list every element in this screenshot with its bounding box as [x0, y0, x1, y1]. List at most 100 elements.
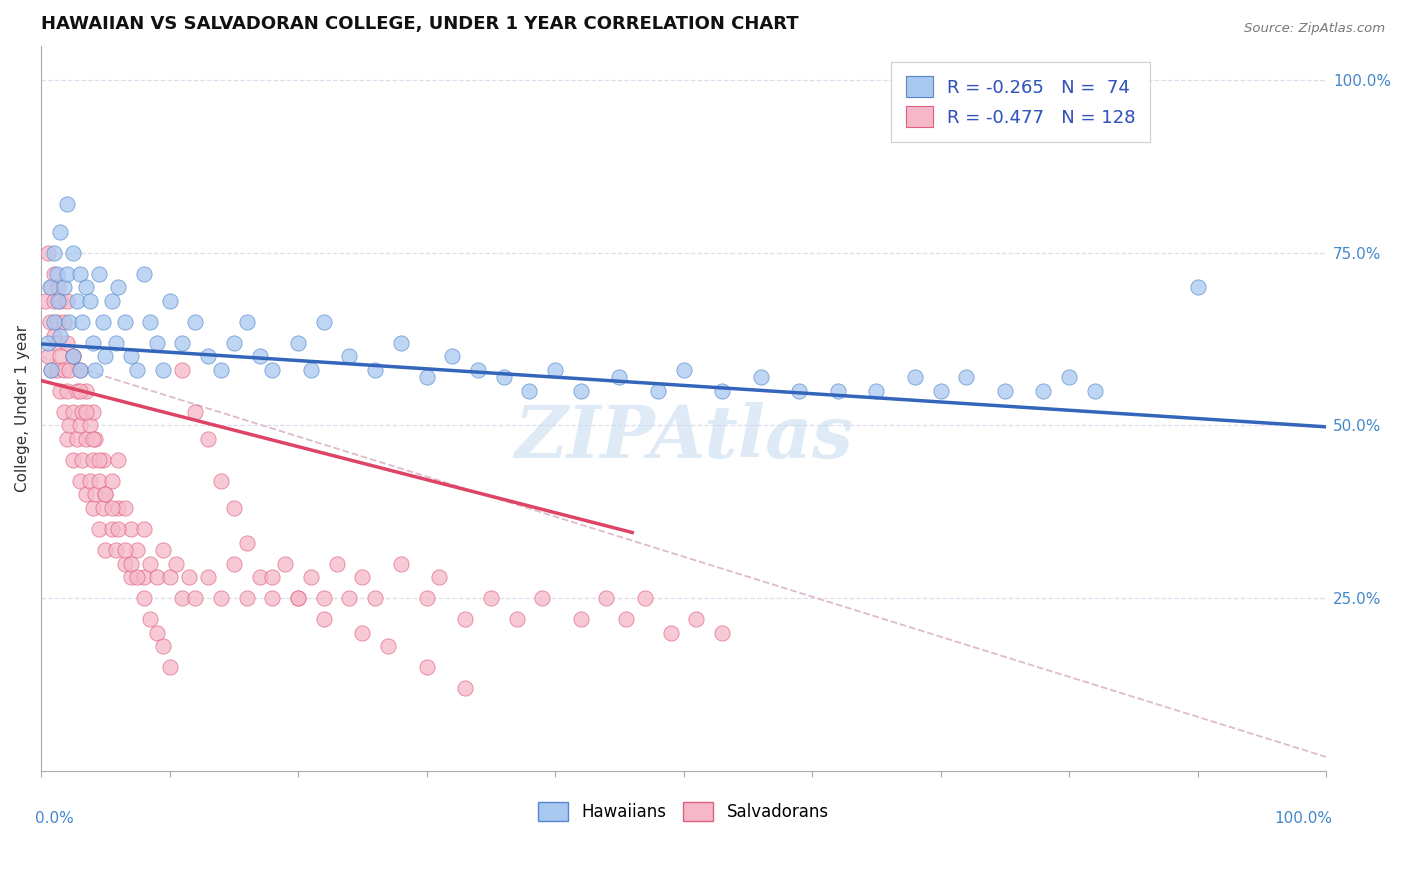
Point: [49, 350, 72, 364]
Point: [69, 363, 91, 377]
Point: [104, 542, 127, 557]
Point: [377, 640, 399, 654]
Point: [84, 363, 107, 377]
Point: [312, 612, 335, 626]
Point: [94, 487, 117, 501]
Point: [672, 363, 695, 377]
Point: [659, 625, 682, 640]
Point: [222, 335, 245, 350]
Point: [49, 225, 72, 239]
Point: [262, 363, 284, 377]
Text: Source: ZipAtlas.com: Source: ZipAtlas.com: [1244, 22, 1385, 36]
Point: [152, 640, 174, 654]
Point: [222, 557, 245, 571]
Point: [787, 384, 810, 398]
Point: [94, 542, 117, 557]
Point: [84, 487, 107, 501]
Text: 100.0%: 100.0%: [1274, 811, 1333, 826]
Point: [56, 384, 79, 398]
Point: [107, 522, 129, 536]
Point: [69, 267, 91, 281]
Point: [56, 197, 79, 211]
Point: [454, 612, 477, 626]
Point: [127, 542, 149, 557]
Point: [197, 350, 219, 364]
Point: [41, 363, 63, 377]
Point: [1084, 384, 1107, 398]
Point: [454, 681, 477, 695]
Point: [544, 363, 567, 377]
Point: [614, 612, 637, 626]
Legend: R = -0.265   N =  74, R = -0.477   N = 128: R = -0.265 N = 74, R = -0.477 N = 128: [891, 62, 1150, 142]
Point: [607, 370, 630, 384]
Point: [197, 570, 219, 584]
Point: [1032, 384, 1054, 398]
Point: [39, 315, 62, 329]
Point: [91, 453, 114, 467]
Point: [352, 570, 374, 584]
Point: [87, 267, 110, 281]
Point: [53, 315, 76, 329]
Point: [389, 335, 412, 350]
Point: [75, 404, 97, 418]
Point: [339, 591, 361, 605]
Point: [132, 591, 155, 605]
Point: [132, 267, 155, 281]
Point: [325, 557, 347, 571]
Point: [66, 432, 89, 446]
Point: [62, 350, 84, 364]
Point: [46, 280, 69, 294]
Text: ZIPAtlas: ZIPAtlas: [515, 401, 853, 473]
Point: [467, 363, 489, 377]
Point: [114, 542, 136, 557]
Point: [172, 363, 194, 377]
Point: [58, 315, 80, 329]
Point: [235, 315, 257, 329]
Text: HAWAIIAN VS SALVADORAN COLLEGE, UNDER 1 YEAR CORRELATION CHART: HAWAIIAN VS SALVADORAN COLLEGE, UNDER 1 …: [41, 15, 799, 33]
Point: [249, 350, 271, 364]
Point: [132, 522, 155, 536]
Point: [1187, 280, 1209, 294]
Point: [415, 370, 437, 384]
Point: [87, 522, 110, 536]
Point: [262, 570, 284, 584]
Point: [287, 591, 309, 605]
Point: [104, 335, 127, 350]
Point: [249, 570, 271, 584]
Point: [955, 370, 977, 384]
Point: [569, 384, 592, 398]
Point: [235, 536, 257, 550]
Point: [69, 418, 91, 433]
Point: [711, 384, 734, 398]
Point: [107, 501, 129, 516]
Point: [299, 570, 322, 584]
Point: [94, 487, 117, 501]
Point: [274, 557, 297, 571]
Text: 0.0%: 0.0%: [35, 811, 73, 826]
Point: [519, 384, 541, 398]
Point: [101, 474, 124, 488]
Point: [45, 315, 67, 329]
Point: [82, 335, 104, 350]
Point: [197, 432, 219, 446]
Point: [364, 363, 387, 377]
Point: [441, 350, 464, 364]
Point: [114, 501, 136, 516]
Point: [209, 474, 232, 488]
Point: [415, 591, 437, 605]
Point: [58, 418, 80, 433]
Point: [101, 294, 124, 309]
Point: [352, 625, 374, 640]
Point: [429, 570, 451, 584]
Point: [82, 501, 104, 516]
Point: [145, 335, 167, 350]
Point: [84, 432, 107, 446]
Point: [184, 591, 207, 605]
Point: [634, 591, 657, 605]
Point: [41, 280, 63, 294]
Point: [56, 294, 79, 309]
Point: [70, 404, 93, 418]
Point: [37, 335, 59, 350]
Point: [569, 612, 592, 626]
Point: [53, 280, 76, 294]
